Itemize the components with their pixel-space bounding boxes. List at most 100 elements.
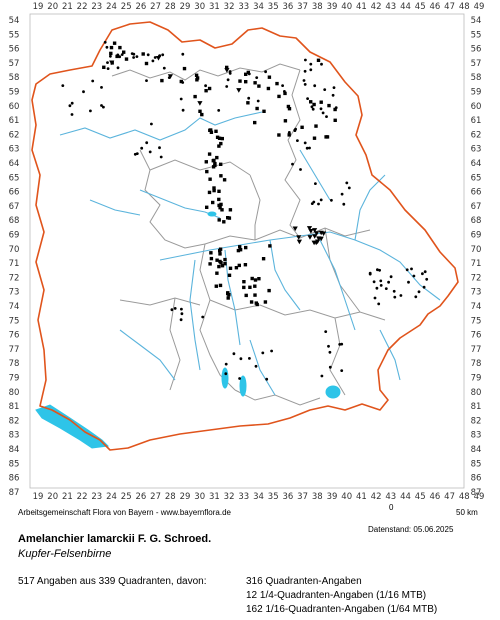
x-tick-label: 41 bbox=[356, 492, 367, 500]
occurrence-dot bbox=[327, 344, 330, 348]
occurrence-dot bbox=[116, 53, 120, 57]
occurrence-triangle bbox=[296, 239, 302, 245]
x-tick-label: 37 bbox=[297, 2, 308, 12]
y-axis-right: 54 55 56 57 58 59 60 61 62 63 64 65 66 67 68 69 70 71 72 73… bbox=[471, 16, 482, 498]
x-tick-label: 41 bbox=[356, 2, 367, 12]
occurrence-dot bbox=[265, 377, 269, 381]
occurrence-dot bbox=[181, 52, 185, 56]
occurrence-square bbox=[122, 50, 126, 54]
occurrence-dot bbox=[91, 79, 95, 83]
occurrence-dot bbox=[375, 286, 379, 290]
occurrence-square bbox=[228, 208, 233, 212]
y-tick-label: 68 bbox=[471, 216, 482, 226]
scale-end-label: 50 km bbox=[456, 508, 478, 517]
occurrence-dot bbox=[319, 198, 323, 202]
y-tick-label: 54 bbox=[9, 16, 20, 26]
occurrence-triangle bbox=[306, 226, 313, 231]
occurrence-square bbox=[213, 163, 217, 168]
y-tick-label: 81 bbox=[471, 402, 482, 412]
occurrence-square bbox=[213, 161, 217, 166]
x-tick-label: 20 bbox=[47, 492, 58, 500]
occurrence-dot bbox=[270, 349, 273, 353]
y-tick-label: 61 bbox=[471, 116, 482, 126]
occurrence-triangle bbox=[314, 231, 320, 236]
occurrence-dot bbox=[321, 111, 325, 115]
lake-ammersee bbox=[221, 367, 229, 389]
occurrence-square bbox=[205, 205, 209, 209]
occurrence-dot bbox=[145, 79, 148, 82]
occurrence-square bbox=[314, 124, 318, 128]
occurrence-dot bbox=[217, 109, 221, 112]
x-tick-label: 48 bbox=[459, 2, 470, 12]
occurrence-dot bbox=[153, 56, 157, 59]
x-tick-label: 28 bbox=[165, 492, 176, 500]
occurrence-dot bbox=[247, 72, 251, 76]
occurrence-dot bbox=[328, 350, 332, 354]
x-tick-label: 37 bbox=[297, 492, 308, 500]
y-tick-label: 80 bbox=[9, 388, 20, 398]
occurrence-square bbox=[195, 76, 200, 80]
occurrence-dot bbox=[425, 277, 429, 281]
x-tick-label: 47 bbox=[444, 492, 455, 500]
occurrence-dot bbox=[320, 62, 323, 66]
occurrence-square bbox=[238, 245, 242, 249]
occurrence-dot bbox=[376, 268, 379, 272]
occurrence-square bbox=[219, 162, 223, 166]
occurrence-dot bbox=[132, 56, 136, 59]
occurrence-dot bbox=[180, 307, 183, 311]
occurrence-dot bbox=[330, 198, 333, 202]
occurrence-dot bbox=[281, 84, 284, 87]
occurrence-square bbox=[212, 186, 216, 190]
x-tick-label: 47 bbox=[444, 2, 455, 12]
occurrence-square bbox=[109, 51, 113, 56]
y-tick-label: 67 bbox=[471, 202, 482, 212]
y-tick-label: 64 bbox=[9, 159, 20, 169]
occurrence-square bbox=[255, 302, 259, 307]
occurrence-dot bbox=[417, 290, 421, 294]
occurrence-square bbox=[207, 86, 212, 91]
x-tick-label: 34 bbox=[253, 492, 264, 500]
occurrence-triangle bbox=[292, 226, 298, 232]
occurrence-square bbox=[228, 266, 233, 270]
occurrence-dot bbox=[392, 289, 396, 293]
y-tick-label: 85 bbox=[9, 459, 20, 469]
occurrence-dot bbox=[320, 374, 324, 378]
occurrence-square bbox=[275, 81, 279, 86]
occurrence-dot bbox=[340, 342, 344, 346]
x-tick-label: 42 bbox=[371, 2, 382, 12]
occurrence-dot bbox=[255, 76, 259, 79]
y-tick-label: 71 bbox=[471, 259, 482, 269]
occurrence-dot bbox=[407, 280, 410, 284]
occurrence-dot bbox=[387, 280, 390, 284]
y-tick-label: 57 bbox=[9, 59, 20, 69]
x-tick-label: 31 bbox=[209, 492, 220, 500]
x-tick-label: 33 bbox=[238, 492, 249, 500]
y-tick-label: 84 bbox=[471, 445, 482, 455]
occurrence-dot bbox=[179, 97, 183, 101]
y-tick-label: 65 bbox=[9, 173, 20, 183]
occurrence-square bbox=[255, 106, 259, 111]
occurrence-square bbox=[124, 57, 129, 61]
credit-line: Arbeitsgemeinschaft Flora von Bayern - w… bbox=[18, 508, 231, 517]
y-tick-label: 85 bbox=[471, 459, 482, 469]
occurrence-square bbox=[217, 136, 222, 140]
breakdown-quadrant: 316 Quadranten-Angaben bbox=[246, 576, 362, 587]
occurrence-dot bbox=[201, 315, 205, 319]
occurrence-square bbox=[327, 103, 331, 108]
y-tick-label: 84 bbox=[9, 445, 20, 455]
y-tick-label: 66 bbox=[471, 188, 482, 198]
occurrence-dot bbox=[347, 186, 351, 190]
y-tick-label: 72 bbox=[9, 273, 20, 283]
x-tick-label: 21 bbox=[62, 2, 73, 12]
y-tick-label: 58 bbox=[471, 73, 482, 83]
occurrence-triangle bbox=[307, 235, 313, 240]
occurrence-dot bbox=[248, 357, 251, 360]
occurrence-square bbox=[244, 293, 248, 298]
occurrence-square bbox=[207, 152, 212, 156]
occurrence-dot bbox=[308, 146, 311, 150]
occurrence-square bbox=[219, 202, 223, 207]
y-tick-label: 79 bbox=[9, 374, 20, 384]
occurrence-square bbox=[208, 128, 212, 132]
occurrence-square bbox=[244, 245, 248, 250]
x-tick-label: 35 bbox=[268, 2, 279, 12]
